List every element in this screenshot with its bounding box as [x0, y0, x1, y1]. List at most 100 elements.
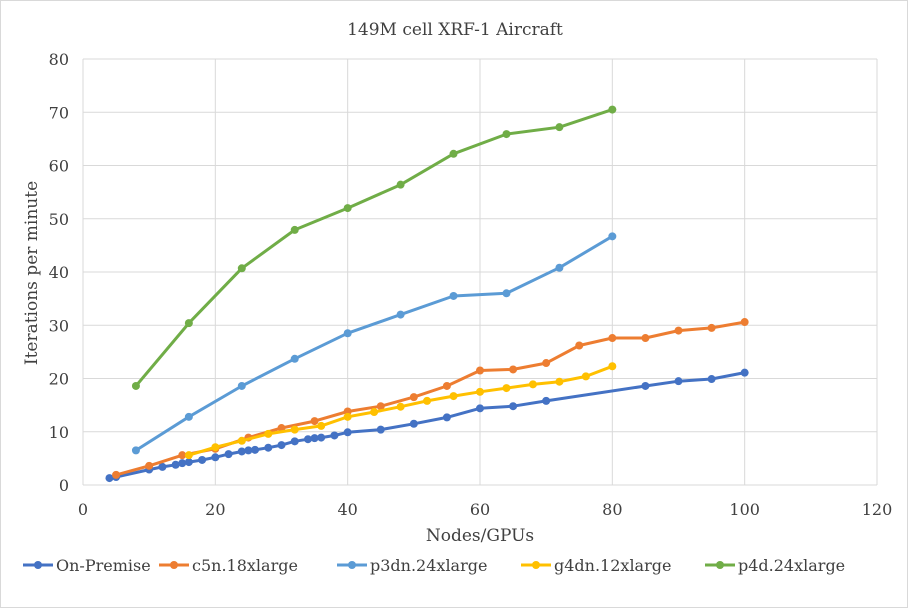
data-point	[237, 447, 246, 456]
data-point	[290, 354, 299, 363]
series-g4dn.12xlarge	[184, 362, 617, 460]
data-point	[740, 318, 749, 327]
data-point	[555, 377, 564, 386]
data-point	[376, 425, 385, 434]
legend-swatch-marker	[34, 561, 42, 569]
legend-item: g4dn.12xlarge	[521, 556, 671, 575]
legend-swatch-marker	[532, 561, 540, 569]
data-point	[303, 435, 312, 444]
y-tick-label: 80	[49, 50, 69, 69]
data-point	[509, 365, 518, 374]
data-point	[290, 425, 299, 434]
data-point	[237, 436, 246, 445]
data-point	[542, 359, 551, 368]
data-point	[178, 459, 187, 468]
data-point	[105, 474, 114, 483]
chart-title: 149M cell XRF-1 Aircraft	[347, 20, 563, 40]
data-point	[396, 180, 405, 189]
data-point	[449, 149, 458, 158]
y-tick-label: 40	[49, 263, 69, 282]
data-point	[674, 377, 683, 386]
data-point	[542, 396, 551, 405]
data-point	[581, 372, 590, 381]
data-point	[476, 404, 484, 413]
legend-item: p3dn.24xlarge	[337, 556, 487, 575]
data-point	[158, 462, 167, 471]
gridlines	[82, 58, 878, 486]
data-point	[184, 412, 193, 421]
series-line	[114, 320, 747, 477]
y-axis-label: Iterations per minute	[22, 181, 42, 365]
data-point	[237, 381, 246, 390]
data-point	[237, 264, 246, 273]
data-point	[423, 396, 432, 405]
series-lines	[105, 105, 749, 483]
x-tick-label: 0	[78, 500, 88, 519]
y-tick-label: 10	[49, 423, 69, 442]
data-point	[343, 204, 352, 213]
legend: On-Premise c5n.18xlarge p3dn.24xlarge g4dn.…	[23, 556, 845, 575]
data-point	[277, 441, 286, 450]
data-point	[476, 387, 484, 396]
series-p3dn.24xlarge	[131, 232, 617, 455]
data-point	[409, 393, 418, 402]
y-tick-label: 70	[49, 103, 69, 122]
legend-label: p3dn.24xlarge	[370, 556, 487, 575]
data-point	[575, 341, 584, 350]
data-point	[608, 334, 617, 343]
data-point	[131, 446, 140, 455]
data-point	[290, 225, 299, 234]
tick-labels: 0 10 20 30 40 50 60 70 80 0 20 40 60 80 100 120	[49, 50, 893, 519]
data-point	[343, 412, 352, 421]
data-point	[330, 431, 339, 440]
x-tick-label: 40	[337, 500, 357, 519]
data-point	[343, 329, 352, 338]
data-point	[502, 384, 511, 393]
data-point	[198, 455, 207, 464]
data-point	[178, 451, 187, 460]
legend-swatch-marker	[716, 561, 724, 569]
x-tick-label: 120	[862, 500, 893, 519]
data-point	[449, 291, 458, 300]
x-tick-label: 60	[470, 500, 490, 519]
series-c5n.18xlarge	[112, 318, 749, 479]
data-point	[449, 392, 458, 401]
data-point	[131, 381, 140, 390]
data-point	[396, 402, 405, 411]
series-line	[134, 234, 614, 452]
data-point	[641, 334, 650, 343]
legend-item: c5n.18xlarge	[159, 556, 298, 575]
legend-swatch-marker	[170, 561, 178, 569]
data-point	[409, 419, 418, 428]
data-point	[502, 130, 511, 139]
legend-label: On-Premise	[56, 556, 151, 575]
x-tick-label: 20	[205, 500, 225, 519]
data-point	[211, 453, 220, 462]
data-point	[224, 450, 233, 459]
data-point	[370, 408, 379, 417]
data-point	[555, 123, 564, 132]
series-p4d.24xlarge	[131, 105, 617, 390]
data-point	[145, 461, 154, 470]
y-tick-label: 50	[49, 210, 69, 229]
data-point	[502, 289, 511, 298]
x-tick-label: 80	[602, 500, 622, 519]
data-point	[509, 402, 518, 411]
data-point	[740, 368, 749, 377]
legend-item: On-Premise	[23, 556, 151, 575]
data-point	[641, 381, 650, 390]
series-On-Premise	[105, 368, 749, 483]
data-point	[608, 105, 617, 114]
data-point	[264, 443, 273, 452]
y-tick-label: 60	[49, 157, 69, 176]
y-tick-label: 0	[59, 476, 69, 495]
data-point	[396, 310, 405, 319]
data-point	[555, 263, 564, 272]
data-point	[317, 421, 326, 430]
legend-item: p4d.24xlarge	[705, 556, 845, 575]
data-point	[528, 380, 537, 389]
y-tick-label: 20	[49, 370, 69, 389]
x-axis-label: Nodes/GPUs	[426, 526, 534, 546]
